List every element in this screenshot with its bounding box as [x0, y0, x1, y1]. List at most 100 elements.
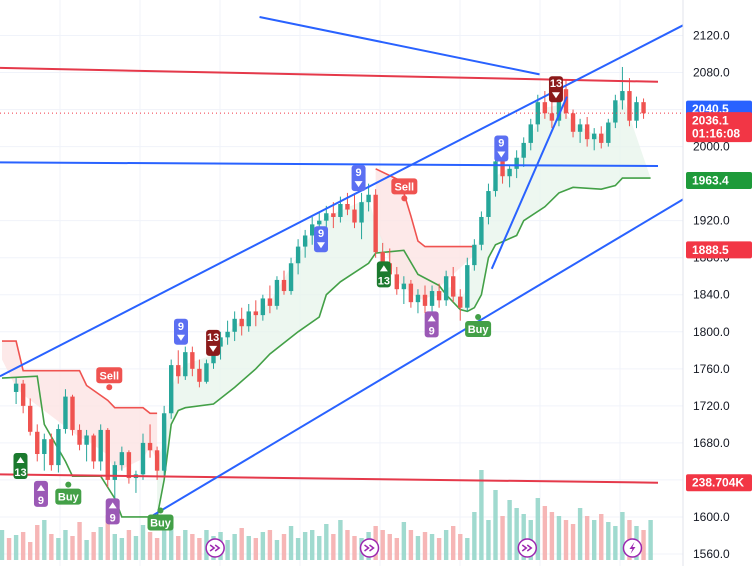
marker-box: [173, 318, 188, 345]
volume-bar: [401, 522, 407, 560]
candle-body: [225, 331, 230, 338]
axis-tick-label: 1760.0: [693, 362, 730, 376]
volume-bar: [20, 532, 26, 560]
candle-body: [507, 168, 512, 177]
volume-bar: [331, 534, 336, 560]
volume-bar: [154, 538, 160, 560]
candle-body: [443, 276, 449, 301]
candle-body: [408, 283, 414, 303]
candle-body: [486, 191, 491, 217]
lower-channel-line: [149, 198, 684, 518]
candle-body: [570, 113, 576, 132]
marker-label: 9: [318, 228, 324, 240]
candle-body: [535, 102, 540, 125]
candle-body: [345, 204, 350, 210]
marker-buy: Buy: [147, 507, 174, 531]
candle-body: [451, 276, 456, 297]
volume-bar: [0, 530, 5, 560]
candle-body: [140, 442, 146, 475]
volume-bar: [239, 528, 244, 560]
volume-bar: [592, 520, 597, 560]
marker-box: [351, 165, 366, 192]
candle-body: [126, 452, 132, 479]
volume-bar: [112, 534, 117, 560]
price-tag-label: 238.704K: [692, 476, 744, 490]
forward-icon[interactable]: [205, 538, 225, 558]
price-tag: 1888.5: [686, 241, 752, 259]
volume-bar: [197, 538, 202, 560]
supertrend-fills: [2, 95, 651, 517]
candle-body: [577, 124, 583, 132]
marker-box: [424, 311, 439, 338]
bottom-event-icons[interactable]: [205, 538, 643, 558]
volume-bar: [500, 516, 505, 560]
arrow-down-icon: [176, 334, 185, 341]
marker-label: 13: [14, 467, 26, 479]
candle-body: [521, 142, 526, 158]
volume-bar: [169, 520, 174, 560]
lightning-icon[interactable]: [622, 538, 643, 558]
candle-body: [169, 365, 174, 414]
candle-body: [98, 429, 103, 462]
marker-label: 13: [550, 78, 562, 90]
candle-body: [359, 202, 364, 223]
axis-tick-label: 1920.0: [693, 214, 730, 228]
arrow-down-icon: [209, 345, 218, 352]
candle-body: [366, 194, 371, 203]
drawn-lines[interactable]: [0, 15, 684, 518]
bolt: [629, 542, 636, 554]
candle-body: [549, 113, 555, 121]
volume-bar: [429, 534, 435, 560]
price-axis[interactable]: 1560.01600.01640.01680.01720.01760.01800…: [682, 0, 730, 566]
candle-body: [613, 100, 618, 123]
marker-dot: [65, 481, 72, 488]
candle-body: [204, 363, 209, 382]
volume-bar: [507, 500, 512, 560]
marker-sell9: 9: [494, 135, 509, 162]
price-tag-box: [686, 171, 752, 189]
volume-bar: [295, 538, 301, 560]
candle-body: [91, 435, 96, 462]
candle-body: [542, 102, 548, 114]
red-resistance-line: [0, 66, 659, 83]
volume-bar: [577, 508, 583, 560]
candle-body: [338, 204, 343, 217]
candle-body: [479, 216, 484, 245]
volume-bar: [415, 536, 421, 560]
forward-icon[interactable]: [517, 538, 538, 558]
marker-buy9: 9: [105, 498, 120, 524]
volume-bar: [451, 526, 456, 560]
candle-body: [63, 396, 68, 430]
bear-fill: [375, 168, 475, 301]
marker-sell9: 9: [351, 165, 366, 192]
bull-fill: [157, 95, 651, 517]
marker-box: [55, 488, 82, 505]
candle-body: [84, 435, 89, 445]
axis-tick-label: 1560.0: [693, 547, 730, 561]
marker-box: [147, 514, 174, 531]
axis-tick-label: 1840.0: [693, 288, 730, 302]
forward-icon[interactable]: [359, 538, 380, 558]
candle-body: [176, 365, 181, 377]
marker-label: 9: [498, 137, 504, 149]
volume-bar: [620, 512, 625, 560]
signal-markers: 13 9 Buy 9 Buy Sell 9 13 9 9 Sell 13 9 Buy 9 13: [13, 76, 563, 531]
volume-bar: [161, 524, 167, 560]
marker-box: [96, 367, 123, 384]
volume-bar: [549, 512, 555, 560]
candle-body: [154, 450, 160, 471]
marker-box: [13, 453, 28, 480]
marker-dot: [401, 195, 408, 202]
volume-bar: [28, 542, 33, 560]
volume-bar: [133, 536, 139, 560]
candle-body: [112, 465, 117, 480]
marker-box: [548, 76, 563, 103]
volume-bar: [394, 538, 399, 560]
candle-body: [295, 246, 301, 264]
volume-bar: [232, 534, 237, 560]
volume-bar: [267, 530, 273, 560]
axis-tick-label: 2000.0: [693, 140, 730, 154]
volume-bar: [563, 520, 569, 560]
